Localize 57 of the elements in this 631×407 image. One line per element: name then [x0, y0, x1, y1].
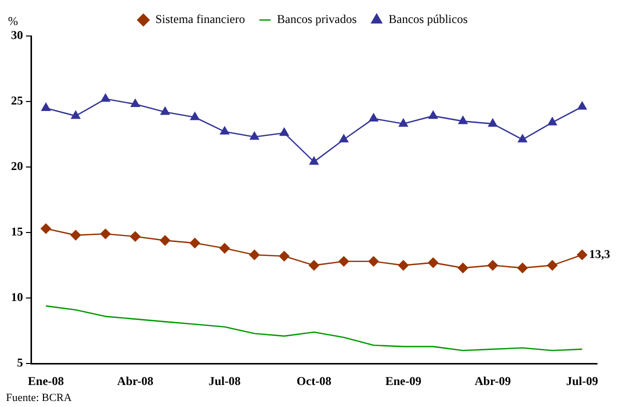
y-tick-label: 25: [11, 94, 23, 108]
point: [308, 260, 320, 270]
point: [428, 258, 438, 268]
point: [41, 102, 50, 111]
point: [100, 228, 111, 240]
point: [309, 156, 319, 165]
point: [70, 230, 81, 240]
y-tick-label: 15: [11, 224, 23, 239]
y-axis-title: %: [8, 14, 18, 28]
point: [517, 262, 528, 274]
x-tick-label: Jul-08: [208, 374, 241, 388]
point: [250, 132, 259, 140]
x-tick-label: Jul-09: [566, 374, 598, 388]
point: [398, 260, 409, 270]
point: [40, 223, 52, 234]
y-tick-label: 30: [11, 28, 23, 42]
source-note: Fuente: BCRA: [6, 392, 72, 404]
point: [398, 118, 408, 127]
point: [279, 250, 290, 262]
point: [130, 231, 140, 242]
point: [160, 235, 170, 246]
point: [220, 126, 230, 135]
data-label: 13,3: [589, 246, 610, 261]
point: [190, 238, 200, 248]
x-tick-label: Ene-08: [28, 374, 64, 388]
x-tick-label: Abr-09: [474, 374, 511, 388]
point: [578, 102, 587, 110]
point: [130, 98, 140, 108]
x-tick-label: Oct-08: [296, 374, 332, 388]
point: [249, 250, 260, 260]
y-tick-label: 5: [17, 356, 23, 370]
point: [368, 256, 379, 267]
point: [100, 94, 110, 102]
point: [338, 256, 349, 267]
point: [548, 117, 557, 126]
legend-label: Bancos públicos: [388, 12, 468, 26]
legend-label: Sistema financiero: [155, 12, 245, 26]
point: [458, 116, 468, 124]
point: [576, 250, 588, 260]
point: [488, 118, 498, 127]
point: [160, 106, 170, 115]
point: [488, 260, 498, 270]
point: [428, 110, 438, 119]
y-tick-label: 10: [11, 290, 23, 304]
y-tick-label: 20: [11, 159, 23, 174]
point: [71, 110, 80, 119]
point: [518, 134, 528, 142]
point: [190, 112, 200, 120]
point: [369, 113, 378, 122]
point: [458, 262, 468, 274]
legend-label: Bancos privados: [276, 12, 357, 26]
x-tick-label: Abr-08: [117, 374, 154, 388]
point: [339, 134, 348, 142]
point: [219, 243, 230, 254]
x-tick-label: Ene-09: [385, 374, 422, 388]
point: [547, 260, 558, 270]
point: [280, 128, 289, 136]
